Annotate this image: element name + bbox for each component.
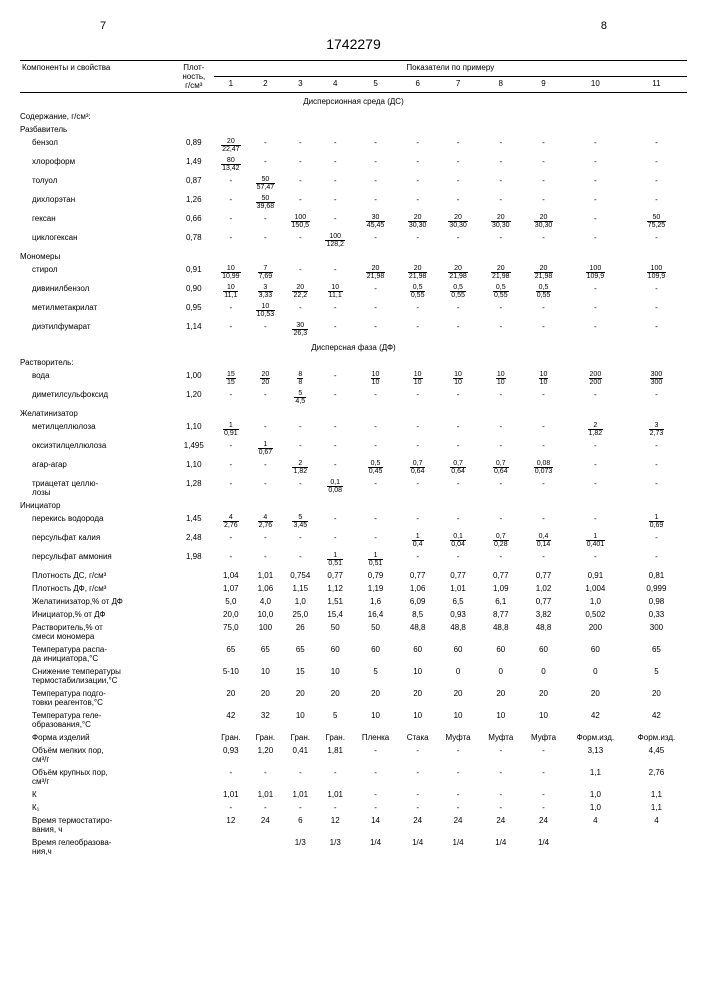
page-num-left: 7	[100, 20, 106, 32]
table-row: Время термостатиро-вания, ч1224612142424…	[20, 814, 687, 836]
table-row: триацетат целлю-лозы1,28---0,10,08------…	[20, 477, 687, 499]
doc-id: 1742279	[20, 36, 687, 52]
table-row: дивинилбензол0,901011,133,332022,21011,1…	[20, 282, 687, 301]
table-row: оксиэтилцеллюлоза1,495-10,67---------	[20, 439, 687, 458]
table-row: толуол0,87-5057,47---------	[20, 174, 687, 193]
table-row: циклогексан0,78---100128,2-------	[20, 231, 687, 250]
header-col: 6	[399, 77, 437, 93]
table-row: персульфат аммония1,98---10,5110,51-----…	[20, 550, 687, 569]
header-group: Показатели по примеру	[214, 61, 687, 77]
table-row: диметилсульфоксид1,20--54,5--------	[20, 388, 687, 407]
table-row: Плотность ДС, г/см³1,041,010,7540,770,79…	[20, 569, 687, 582]
header-col: 9	[522, 77, 565, 93]
header-col: 3	[283, 77, 318, 93]
data-table: Компоненты и свойства Плот-ность,г/см³ П…	[20, 60, 687, 858]
table-row: метилметакрилат0,95-1010,53---------	[20, 301, 687, 320]
table-row: К1,011,011,011,01-----1,01,1	[20, 788, 687, 801]
table-row: Дисперсная фаза (ДФ)	[20, 339, 687, 356]
table-row: Растворитель:	[20, 356, 687, 369]
table-row: бензол0,892022,47----------	[20, 136, 687, 155]
table-row: диэтилфумарат1,14--3026,3--------	[20, 320, 687, 339]
table-row: агар-агар1,10--21,82-0,50,450,70,640,70,…	[20, 458, 687, 477]
table-row: Снижение температурытермостабилизации,°С…	[20, 665, 687, 687]
table-row: Разбавитель	[20, 123, 687, 136]
table-row: Объём мелких пор,см³/г0,931,200,411,81--…	[20, 744, 687, 766]
header-col: 10	[565, 77, 626, 93]
header-col: 4	[318, 77, 353, 93]
table-row: вода1,001515202088-101010101010101010102…	[20, 369, 687, 388]
header-col: 1	[214, 77, 249, 93]
table-row: гексан0,66--100150,5-3045,452030,302030,…	[20, 212, 687, 231]
table-row: Плотность ДФ, г/см³1,071,061,151,121,191…	[20, 582, 687, 595]
table-row: метилцеллюлоза1,1010,91--------21,8232,7…	[20, 420, 687, 439]
table-row: перекись водорода1,4542,7642,7653,45----…	[20, 512, 687, 531]
table-row: дихлорэтан1,26-5039,68---------	[20, 193, 687, 212]
table-row: Растворитель,% отсмеси мономера75,010026…	[20, 621, 687, 643]
table-row: Инициатор,% от ДФ20,010,025,015,416,48,5…	[20, 608, 687, 621]
section-ds: Дисперсионная среда (ДС)	[20, 93, 687, 111]
table-row: Желатинизатор	[20, 407, 687, 420]
table-row: Температура геле-образования,°С423210510…	[20, 709, 687, 731]
header-components: Компоненты и свойства	[20, 61, 174, 93]
table-row: хлороформ1,498013,42----------	[20, 155, 687, 174]
table-row: Форма изделийГран.Гран.Гран.Гран.ПленкаС…	[20, 731, 687, 744]
table-row: Инициатор	[20, 499, 687, 512]
header-col: 7	[437, 77, 480, 93]
table-row: Объём крупных пор,см³/г---------1,12,76	[20, 766, 687, 788]
table-row: Время гелеобразова-ния,ч1/31/31/41/41/41…	[20, 836, 687, 858]
table-row: Желатинизатор,% от ДФ5,04,01,01,511,66,0…	[20, 595, 687, 608]
table-row: К₁---------1,01,1	[20, 801, 687, 814]
header-col: 11	[626, 77, 687, 93]
table-row: персульфат калия2,48-----10,40,10,040,70…	[20, 531, 687, 550]
table-row: Температура подго-товки реагентов,°С2020…	[20, 687, 687, 709]
page-num-right: 8	[601, 20, 607, 32]
table-row: Содержание, г/см³:	[20, 110, 687, 123]
header-col: 5	[352, 77, 398, 93]
table-row: Мономеры	[20, 250, 687, 263]
header-col: 2	[248, 77, 283, 93]
table-row: Температура распа-да инициатора,°С656565…	[20, 643, 687, 665]
table-row: стирол0,911010,9977,69--2021,982021,9820…	[20, 263, 687, 282]
header-col: 8	[479, 77, 522, 93]
header-density: Плот-ность,г/см³	[174, 61, 214, 93]
